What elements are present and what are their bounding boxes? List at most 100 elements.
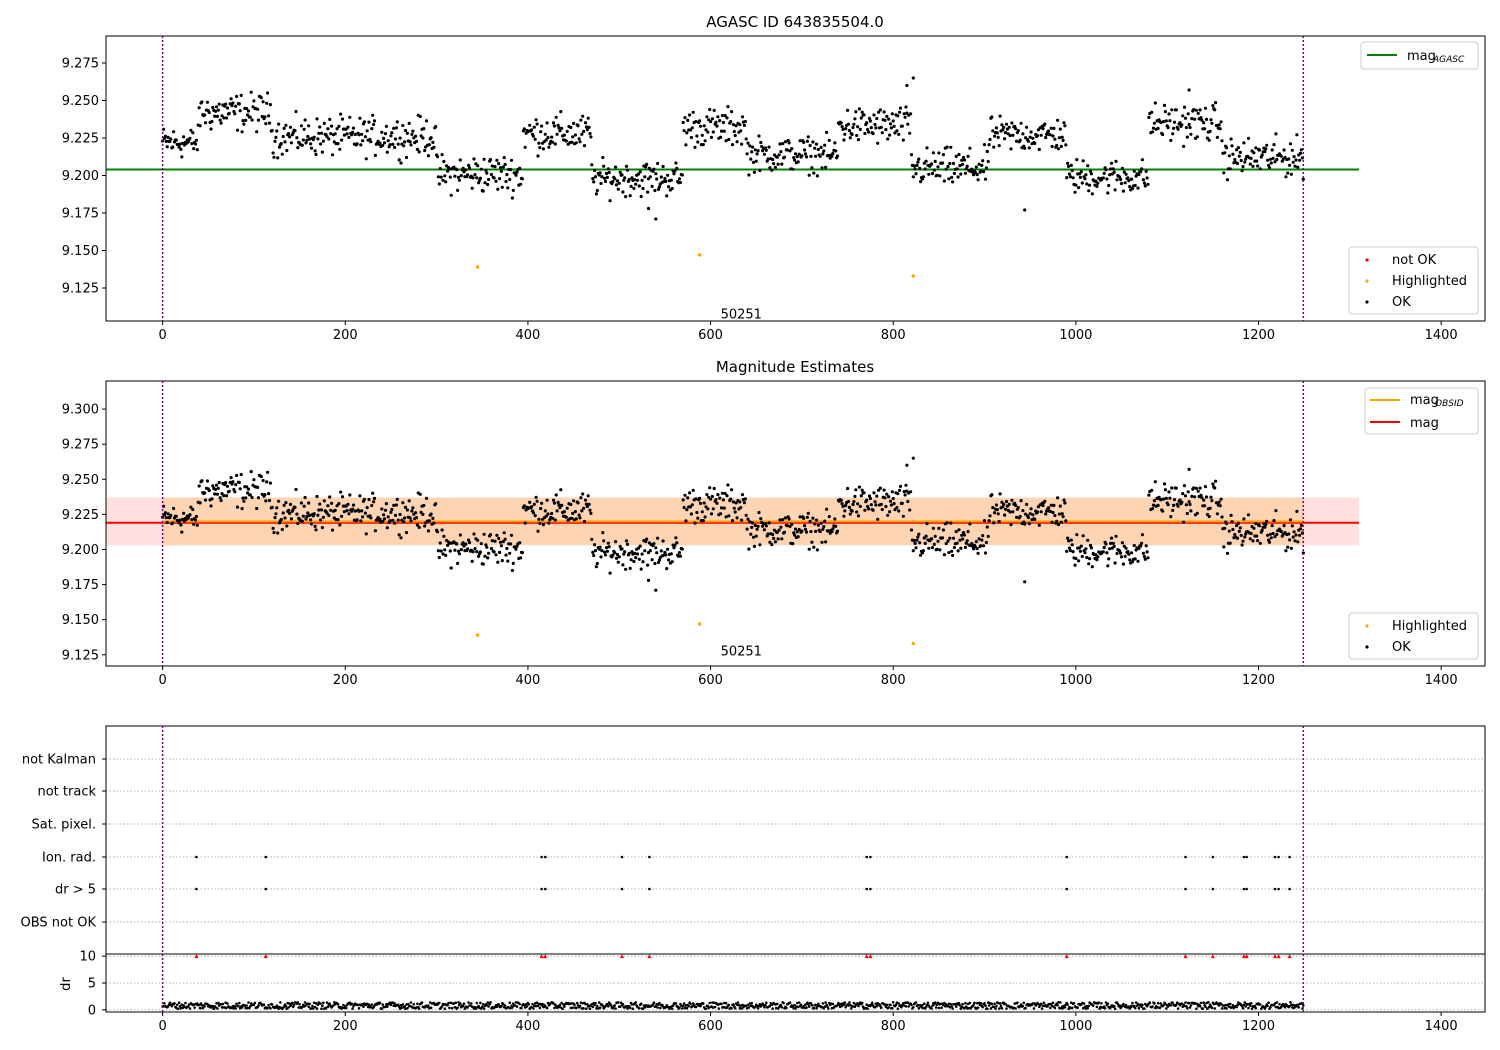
ok-point bbox=[499, 544, 503, 548]
ok-point bbox=[913, 167, 917, 171]
ok-point bbox=[415, 523, 419, 527]
dr-point bbox=[561, 1007, 564, 1010]
ok-point bbox=[205, 100, 209, 104]
dr-point bbox=[989, 1007, 993, 1010]
ok-point bbox=[1119, 177, 1123, 182]
ok-point bbox=[229, 476, 233, 480]
dr-point bbox=[717, 1007, 721, 1010]
dr-point bbox=[852, 1001, 856, 1005]
dr-point bbox=[1249, 1004, 1252, 1007]
ok-point bbox=[880, 131, 884, 135]
dr-point bbox=[889, 1003, 892, 1007]
ok-point bbox=[871, 131, 875, 136]
legend2-label-highlighted: Highlighted bbox=[1392, 619, 1467, 634]
ok-point bbox=[825, 507, 829, 511]
dr-point bbox=[406, 1006, 409, 1010]
ok-point bbox=[1196, 111, 1200, 115]
ok-point bbox=[601, 531, 605, 535]
ok-point bbox=[590, 163, 594, 167]
ok-point bbox=[625, 542, 630, 547]
ok-point bbox=[289, 517, 293, 521]
ok-point bbox=[1073, 190, 1077, 194]
ok-point bbox=[622, 552, 626, 556]
ok-point bbox=[274, 135, 278, 139]
ok-point bbox=[734, 124, 738, 128]
ok-point bbox=[901, 138, 905, 142]
ok-point bbox=[1282, 148, 1286, 152]
ok-point bbox=[487, 177, 491, 182]
ok-point bbox=[919, 553, 923, 557]
ok-point bbox=[754, 534, 758, 538]
ok-point bbox=[635, 552, 640, 556]
x-tick-label: 0 bbox=[158, 673, 166, 688]
legend-marker-ok bbox=[1365, 300, 1369, 304]
ok-point bbox=[365, 129, 369, 133]
ok-point bbox=[211, 484, 215, 488]
dr-point bbox=[467, 1001, 470, 1004]
ok-point bbox=[749, 532, 753, 536]
ok-point bbox=[435, 155, 440, 159]
dr-point bbox=[788, 1001, 792, 1004]
dr-point bbox=[865, 1003, 868, 1006]
ok-point bbox=[1053, 513, 1057, 518]
ok-point bbox=[688, 128, 693, 132]
ok-point bbox=[646, 206, 651, 211]
ok-point bbox=[1027, 522, 1031, 526]
ok-point bbox=[555, 509, 559, 513]
dr-point bbox=[678, 1006, 681, 1010]
ok-point bbox=[771, 157, 775, 162]
ok-point bbox=[846, 486, 850, 491]
ok-point bbox=[951, 536, 956, 540]
ok-point bbox=[961, 537, 965, 541]
ok-point bbox=[560, 126, 564, 130]
ok-point bbox=[502, 156, 506, 160]
dr-point bbox=[1032, 1007, 1036, 1010]
ok-point bbox=[623, 176, 627, 180]
ok-point bbox=[309, 142, 313, 146]
ok-point bbox=[330, 153, 335, 157]
dr-point bbox=[656, 1006, 659, 1009]
ok-point bbox=[1166, 503, 1170, 507]
dr-point bbox=[699, 1004, 702, 1008]
ok-point bbox=[835, 529, 840, 533]
ok-point bbox=[995, 508, 999, 512]
ok-point bbox=[429, 512, 433, 516]
ok-point bbox=[998, 492, 1002, 496]
ok-point bbox=[280, 527, 284, 532]
ok-point bbox=[256, 485, 260, 489]
ok-point bbox=[227, 489, 231, 493]
ok-point bbox=[346, 125, 350, 129]
ok-point bbox=[328, 495, 332, 499]
ok-point bbox=[437, 555, 441, 560]
ok-point bbox=[743, 497, 747, 501]
ok-point bbox=[1265, 143, 1269, 147]
ok-point bbox=[833, 517, 837, 521]
ok-point bbox=[519, 182, 523, 186]
ok-point bbox=[719, 135, 723, 139]
ok-point bbox=[919, 180, 923, 184]
ok-point bbox=[1063, 501, 1067, 505]
ok-point bbox=[854, 488, 858, 492]
flag-point bbox=[1245, 887, 1248, 891]
ok-point bbox=[706, 130, 710, 134]
ok-point bbox=[777, 528, 781, 532]
ok-point bbox=[996, 512, 1000, 516]
ok-point bbox=[923, 541, 927, 546]
ok-point bbox=[613, 177, 617, 181]
ok-point bbox=[579, 118, 583, 122]
dr-point bbox=[518, 1002, 521, 1006]
ok-point bbox=[299, 124, 303, 128]
ok-point bbox=[862, 113, 866, 117]
ok-point bbox=[808, 143, 812, 148]
ok-point bbox=[991, 506, 995, 510]
ok-point bbox=[1208, 129, 1212, 133]
ok-point bbox=[351, 126, 356, 130]
ok-point bbox=[500, 185, 504, 189]
ok-point bbox=[722, 506, 726, 510]
ok-point bbox=[489, 546, 493, 551]
ok-point bbox=[508, 551, 512, 555]
ok-point bbox=[675, 541, 679, 545]
ok-point bbox=[340, 117, 345, 121]
ok-point bbox=[748, 144, 752, 148]
ok-point bbox=[638, 170, 642, 174]
